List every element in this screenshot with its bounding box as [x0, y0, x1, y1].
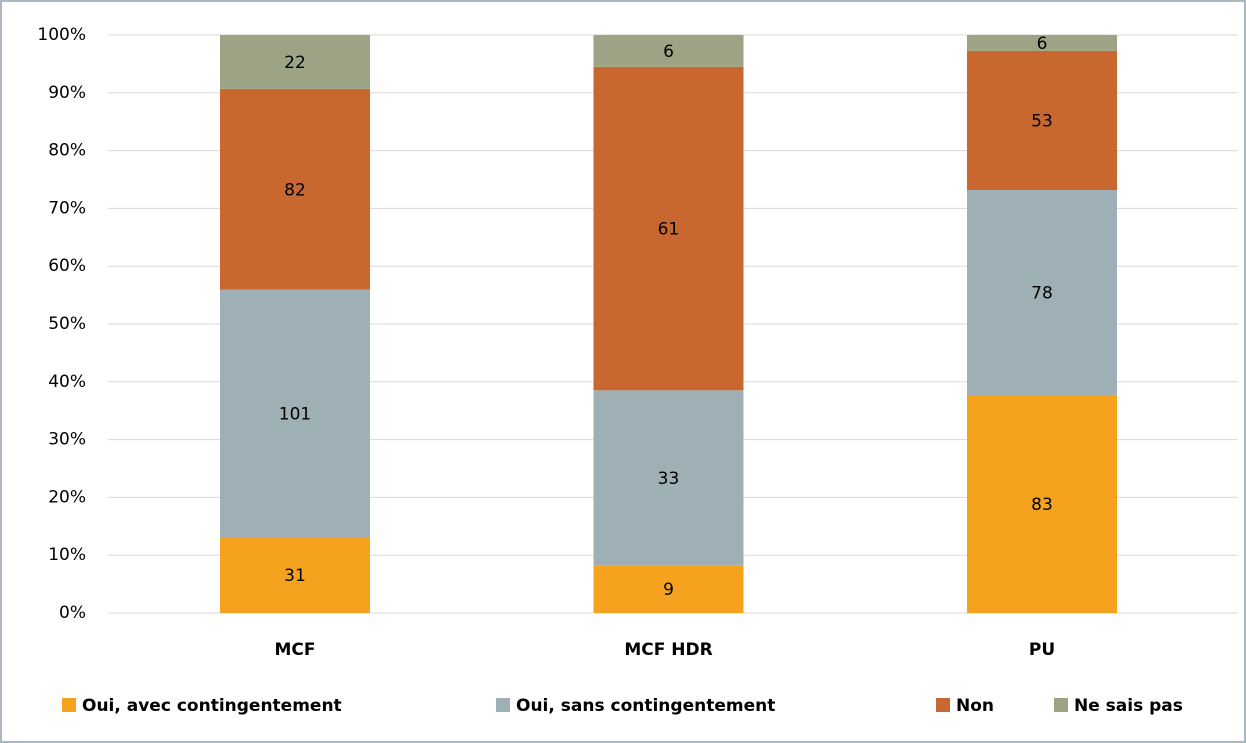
data-label: 22	[284, 53, 306, 73]
y-tick-label: 40%	[48, 372, 86, 392]
bar-segment	[220, 88, 370, 290]
legend-label: Non	[956, 696, 994, 716]
legend-swatch	[496, 698, 510, 712]
y-tick-label: 60%	[48, 256, 86, 276]
data-label: 83	[1031, 495, 1053, 515]
data-label: 6	[663, 42, 674, 62]
legend-label: Ne sais pas	[1074, 696, 1183, 716]
y-tick-label: 80%	[48, 141, 86, 161]
data-label: 53	[1031, 111, 1053, 131]
data-label: 78	[1031, 283, 1053, 303]
x-tick-label: MCF HDR	[624, 640, 712, 660]
y-tick-label: 30%	[48, 430, 86, 450]
x-tick-label: PU	[1029, 640, 1055, 660]
bar-segment	[967, 394, 1117, 613]
bar-segment	[593, 390, 744, 566]
legend-label: Oui, avec contingentement	[82, 696, 342, 716]
data-label: 61	[658, 220, 680, 240]
x-tick-label: MCF	[274, 640, 315, 660]
legend-swatch	[936, 698, 950, 712]
bar-segment	[220, 35, 370, 89]
bar-segment	[593, 565, 744, 613]
legend-label: Oui, sans contingentement	[516, 696, 775, 716]
y-tick-label: 10%	[48, 545, 86, 565]
bar-segment	[967, 190, 1117, 395]
bar-segment	[593, 35, 744, 67]
data-label: 82	[284, 180, 306, 200]
y-tick-label: 0%	[59, 603, 86, 623]
data-label: 9	[663, 580, 674, 600]
y-tick-label: 90%	[48, 83, 86, 103]
data-label: 101	[279, 404, 311, 424]
bar-segment	[967, 35, 1117, 51]
y-tick-label: 20%	[48, 487, 86, 507]
bar-segment	[967, 50, 1117, 191]
legend-swatch	[1054, 698, 1068, 712]
data-label: 6	[1037, 34, 1048, 54]
y-tick-label: 70%	[48, 198, 86, 218]
y-tick-label: 100%	[37, 25, 86, 45]
bar-segment	[220, 537, 370, 613]
legend-swatch	[62, 698, 76, 712]
bar-segment	[220, 289, 370, 538]
data-label: 31	[284, 566, 306, 586]
bar-segment	[593, 66, 744, 391]
y-tick-label: 50%	[48, 314, 86, 334]
data-label: 33	[658, 469, 680, 489]
